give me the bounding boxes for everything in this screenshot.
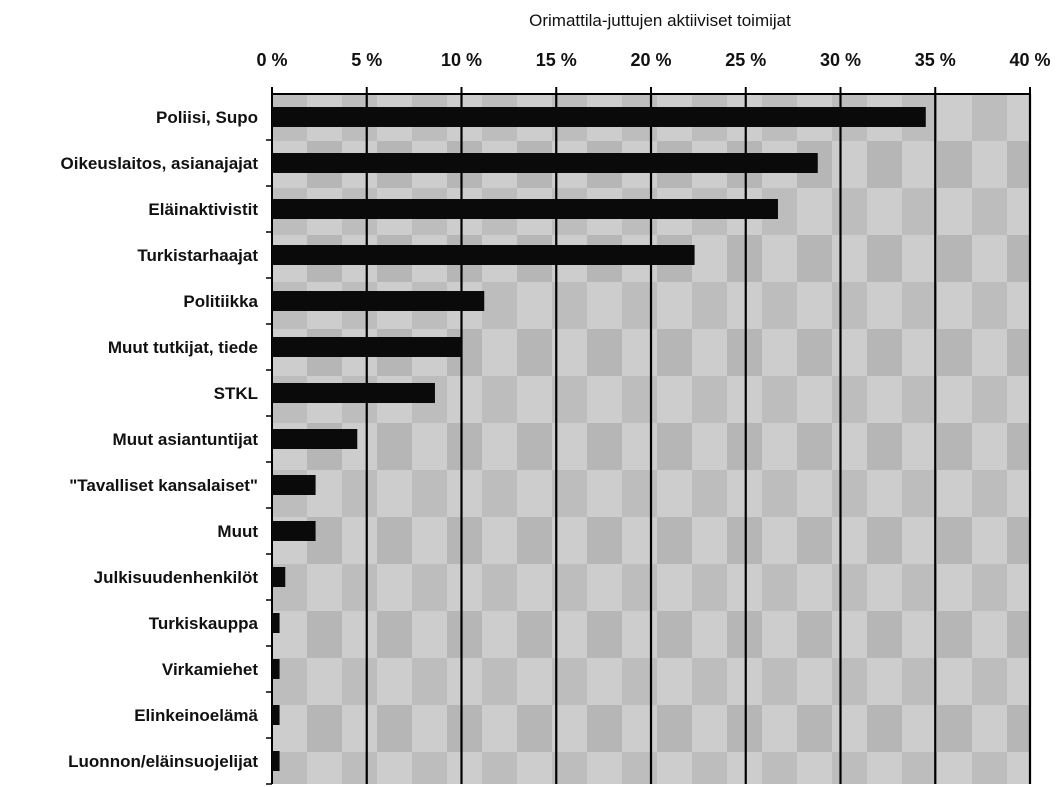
category-label: STKL	[214, 384, 258, 403]
bar	[272, 567, 286, 587]
category-label: Muut tutkijat, tiede	[108, 338, 258, 357]
bar	[272, 245, 695, 265]
category-label: Turkiskauppa	[149, 614, 259, 633]
x-tick-label: 35 %	[915, 50, 956, 70]
category-label: Muut	[217, 522, 258, 541]
category-label: Julkisuudenhenkilöt	[94, 568, 259, 587]
bar	[272, 475, 316, 495]
x-tick-label: 30 %	[820, 50, 861, 70]
category-label: Politiikka	[183, 292, 258, 311]
x-tick-label: 5 %	[351, 50, 382, 70]
bar	[272, 291, 485, 311]
bar	[272, 429, 358, 449]
x-tick-label: 25 %	[725, 50, 766, 70]
category-label: Elinkeinoelämä	[134, 706, 258, 725]
category-label: Muut asiantuntijat	[113, 430, 259, 449]
category-label: Poliisi, Supo	[156, 108, 258, 127]
category-label: Eläinaktivistit	[148, 200, 258, 219]
bar	[272, 751, 280, 771]
bar	[272, 613, 280, 633]
bar	[272, 199, 778, 219]
x-tick-label: 10 %	[441, 50, 482, 70]
bar	[272, 383, 435, 403]
bar	[272, 659, 280, 679]
x-tick-label: 20 %	[630, 50, 671, 70]
bar	[272, 153, 818, 173]
bar	[272, 521, 316, 541]
x-tick-label: 15 %	[536, 50, 577, 70]
x-tick-label: 40 %	[1009, 50, 1050, 70]
bar	[272, 705, 280, 725]
category-label: Turkistarhaajat	[137, 246, 258, 265]
bar	[272, 337, 462, 357]
category-label: Oikeuslaitos, asianajajat	[61, 154, 259, 173]
x-tick-label: 0 %	[256, 50, 287, 70]
bar	[272, 107, 926, 127]
category-label: Luonnon/eläinsuojelijat	[68, 752, 258, 771]
category-label: Virkamiehet	[162, 660, 258, 679]
chart-title: Orimattila-juttujen aktiiviset toimijat	[529, 11, 791, 30]
category-label: "Tavalliset kansalaiset"	[69, 476, 258, 495]
